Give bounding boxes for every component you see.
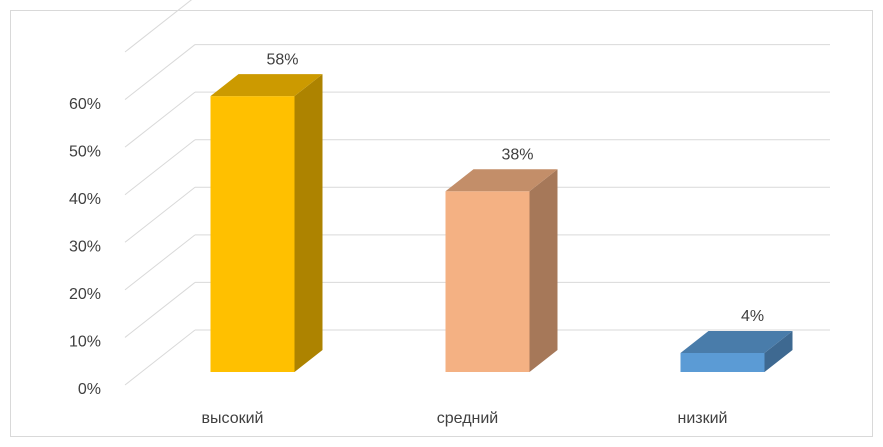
y-tick-label: 50% [69,143,101,160]
value-label: 58% [266,51,298,68]
value-label: 4% [741,308,764,325]
grid-line [124,91,196,148]
x-tick-label: высокий [202,410,264,427]
chart-frame [10,10,873,437]
grid-line [124,329,196,386]
bar-side [294,74,323,372]
grid-line [124,234,196,291]
y-tick-label: 40% [69,191,101,208]
bar [680,330,793,372]
bar-front [445,191,530,372]
y-tick-label: 20% [69,286,101,303]
bar-top [210,74,323,97]
y-tick-label: 10% [69,334,101,351]
wall-top [124,0,192,53]
x-tick-label: низкий [678,410,728,427]
grid-line [124,282,196,338]
bar [210,74,323,372]
bar-side [764,330,793,372]
grid-line [124,44,196,100]
y-tick-label: 0% [78,381,101,398]
value-label: 38% [501,146,533,163]
grid-line [124,139,196,196]
bar-side [529,169,558,372]
bar-front [680,352,765,372]
y-tick-label: 60% [69,96,101,113]
bar-top [680,330,793,353]
x-tick-label: средний [437,410,499,427]
bar-top [445,169,558,192]
bar [445,169,558,372]
y-tick-label: 30% [69,239,101,256]
grid-line [124,186,196,243]
bar-front [210,96,295,372]
